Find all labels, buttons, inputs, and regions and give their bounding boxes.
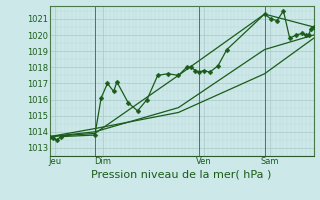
X-axis label: Pression niveau de la mer( hPa ): Pression niveau de la mer( hPa ): [92, 169, 272, 179]
